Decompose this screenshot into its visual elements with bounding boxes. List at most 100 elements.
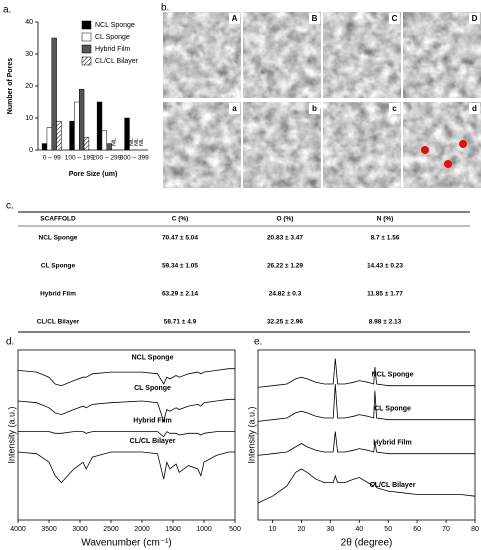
- panel-label: c.: [6, 201, 14, 212]
- series-label: CL/CL Bilayer: [130, 438, 176, 445]
- panel-label: a.: [3, 5, 11, 16]
- series-label: Hybrid Film: [133, 417, 172, 424]
- x-tick-label: 4000: [10, 526, 26, 533]
- y-tick-label: 10: [25, 115, 33, 122]
- image-tag: d: [472, 104, 477, 113]
- x-tick-label: 1000: [196, 526, 212, 533]
- x-tick-label: 80: [471, 526, 479, 533]
- series-label: Hybrid Film: [373, 440, 412, 447]
- x-tick-label: 2500: [103, 526, 119, 533]
- table-cell: 8.7 ± 1.56: [371, 235, 400, 242]
- x-tick-label: 20: [298, 526, 306, 533]
- image-tag: a: [232, 104, 237, 113]
- x-tick-label: 10: [269, 526, 277, 533]
- bar: [96, 101, 103, 151]
- image-tag: c: [392, 104, 397, 113]
- table-header: N (%): [377, 216, 394, 223]
- panel-label: e.: [254, 337, 262, 348]
- table-cell: CL Sponge: [41, 263, 76, 270]
- bar: [74, 101, 80, 151]
- table-cell: 63.29 ± 2.14: [162, 291, 198, 298]
- legend-swatch: [81, 56, 92, 66]
- x-tick-label: 0 – 99: [43, 155, 61, 162]
- image-tag-bg: [229, 103, 240, 114]
- legend-swatch: [81, 20, 92, 30]
- x-tick-label: 500: [229, 526, 241, 533]
- legend-swatch: [81, 32, 92, 42]
- value-label: NIL: [111, 138, 117, 146]
- plot-frame: [17, 349, 236, 521]
- series-line: [17, 368, 235, 387]
- table-header: O (%): [277, 216, 294, 223]
- legend-label: CL/CL Bilayer: [95, 58, 139, 65]
- plot-frame: [257, 349, 476, 521]
- series-line: [17, 451, 235, 484]
- bar: [124, 117, 130, 151]
- table-header: C (%): [172, 216, 189, 223]
- series-line: [18, 431, 235, 438]
- image-tag: b: [312, 104, 317, 113]
- legend-label: CL Sponge: [95, 34, 130, 41]
- table-cell: 58.71 ± 4.9: [164, 319, 197, 326]
- x-axis-label: 2θ (degree): [341, 538, 393, 549]
- table-cell: NCL Sponge: [39, 235, 78, 242]
- series-label: NCL Sponge: [132, 355, 174, 362]
- series-line: [257, 431, 475, 456]
- y-axis-label: Number of Pores: [7, 58, 14, 115]
- bar: [56, 120, 62, 151]
- table-cell: 14.43 ± 0.23: [367, 263, 403, 270]
- image-tag-bg: [469, 103, 480, 114]
- y-tick-label: 30: [25, 51, 33, 58]
- y-tick-label: 20: [25, 83, 33, 90]
- sem-image: [163, 12, 241, 98]
- table-cell: CL/CL Bilayer: [37, 319, 80, 326]
- image-tag-bg: [309, 13, 320, 24]
- image-tag-bg: [309, 103, 320, 114]
- table-cell: Hybrid Film: [40, 291, 76, 298]
- y-tick-label: 0: [29, 147, 33, 154]
- series-line: [257, 358, 475, 388]
- table-cell: 70.47 ± 5.04: [162, 235, 198, 242]
- table-cell: 8.98 ± 2.13: [369, 319, 402, 326]
- x-tick-label: 200 – 299: [92, 155, 121, 162]
- image-tag-bg: [469, 13, 480, 24]
- bar: [83, 136, 90, 151]
- legend-label: Hybrid Film: [95, 46, 131, 53]
- series-label: CL/CL Bilayer: [370, 482, 416, 489]
- bar: [106, 143, 112, 151]
- bar: [101, 130, 107, 151]
- panel-label: d.: [6, 337, 14, 348]
- x-tick-label: 3000: [72, 526, 88, 533]
- image-tag-bg: [229, 13, 240, 24]
- sem-image: [323, 12, 401, 98]
- sem-image: [243, 102, 321, 188]
- table-header: SCAFFOLD: [40, 216, 76, 223]
- x-tick-label: 1500: [165, 526, 181, 533]
- y-axis-label: Intensity (a.u.): [6, 406, 16, 463]
- series-label: CL Sponge: [134, 385, 171, 392]
- x-axis-label: Pore Size (um): [69, 171, 118, 178]
- image-tag-bg: [389, 13, 400, 24]
- sem-image: [163, 102, 241, 188]
- bar: [79, 88, 85, 151]
- sem-image: [403, 12, 481, 98]
- image-tag: A: [232, 14, 238, 23]
- x-tick-label: 3500: [41, 526, 57, 533]
- x-tick-label: 40: [355, 526, 363, 533]
- value-label: NIL: [134, 138, 140, 146]
- series-label: NCL Sponge: [372, 372, 414, 379]
- marker-dot: [421, 146, 429, 154]
- x-tick-label: 60: [413, 526, 421, 533]
- series-line: [257, 383, 475, 422]
- table-cell: 26.22 ± 1.29: [267, 263, 303, 270]
- image-tag: B: [312, 14, 318, 23]
- table-cell: 20.83 ± 3.47: [267, 235, 303, 242]
- value-label: NIL: [129, 138, 135, 146]
- legend-label: NCL Sponge: [95, 22, 135, 29]
- sem-image: [403, 102, 481, 188]
- series-line: [17, 398, 235, 423]
- x-tick-label: 50: [384, 526, 392, 533]
- image-tag: C: [392, 14, 398, 23]
- y-axis-label: Intensity (a.u.): [246, 406, 256, 463]
- x-tick-label: 2000: [134, 526, 150, 533]
